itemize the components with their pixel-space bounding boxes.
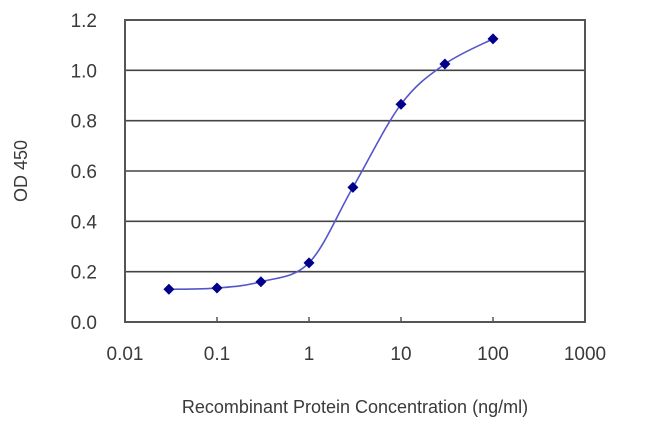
data-point-diamond-icon xyxy=(255,276,267,288)
data-point-markers xyxy=(163,33,499,295)
x-axis-title: Recombinant Protein Concentration (ng/ml… xyxy=(182,397,528,417)
y-axis-title: OD 450 xyxy=(11,140,31,202)
x-tick-label: 0.01 xyxy=(107,344,144,365)
x-tick-label: 0.1 xyxy=(204,344,230,365)
y-tick-label: 1.2 xyxy=(71,11,97,32)
data-point-diamond-icon xyxy=(303,257,315,269)
data-point-diamond-icon xyxy=(347,181,359,193)
y-tick-label: 1.0 xyxy=(71,61,97,82)
x-tick-label: 1000 xyxy=(564,344,606,365)
y-tick-label: 0.8 xyxy=(71,112,97,133)
data-point-diamond-icon xyxy=(211,282,223,294)
y-axis-ticks: 0.0 0.2 0.4 0.6 0.8 1.0 1.2 xyxy=(71,11,98,334)
data-series-line xyxy=(168,38,494,291)
x-axis-ticks: 0.01 0.1 1 10 100 1000 xyxy=(107,317,606,365)
x-tick-label: 10 xyxy=(390,344,411,365)
y-tick-label: 0.0 xyxy=(71,313,97,334)
data-point-diamond-icon xyxy=(487,33,499,45)
x-tick-label: 100 xyxy=(477,344,509,365)
gridlines xyxy=(125,69,585,273)
y-tick-label: 0.2 xyxy=(71,263,97,284)
data-point-diamond-icon xyxy=(163,283,175,295)
plot-area-frame xyxy=(124,19,586,323)
data-point-diamond-icon xyxy=(439,58,451,70)
data-point-diamond-icon xyxy=(395,98,407,110)
x-tick-label: 1 xyxy=(304,344,315,365)
y-tick-label: 0.6 xyxy=(71,162,97,183)
y-tick-label: 0.4 xyxy=(71,212,98,233)
